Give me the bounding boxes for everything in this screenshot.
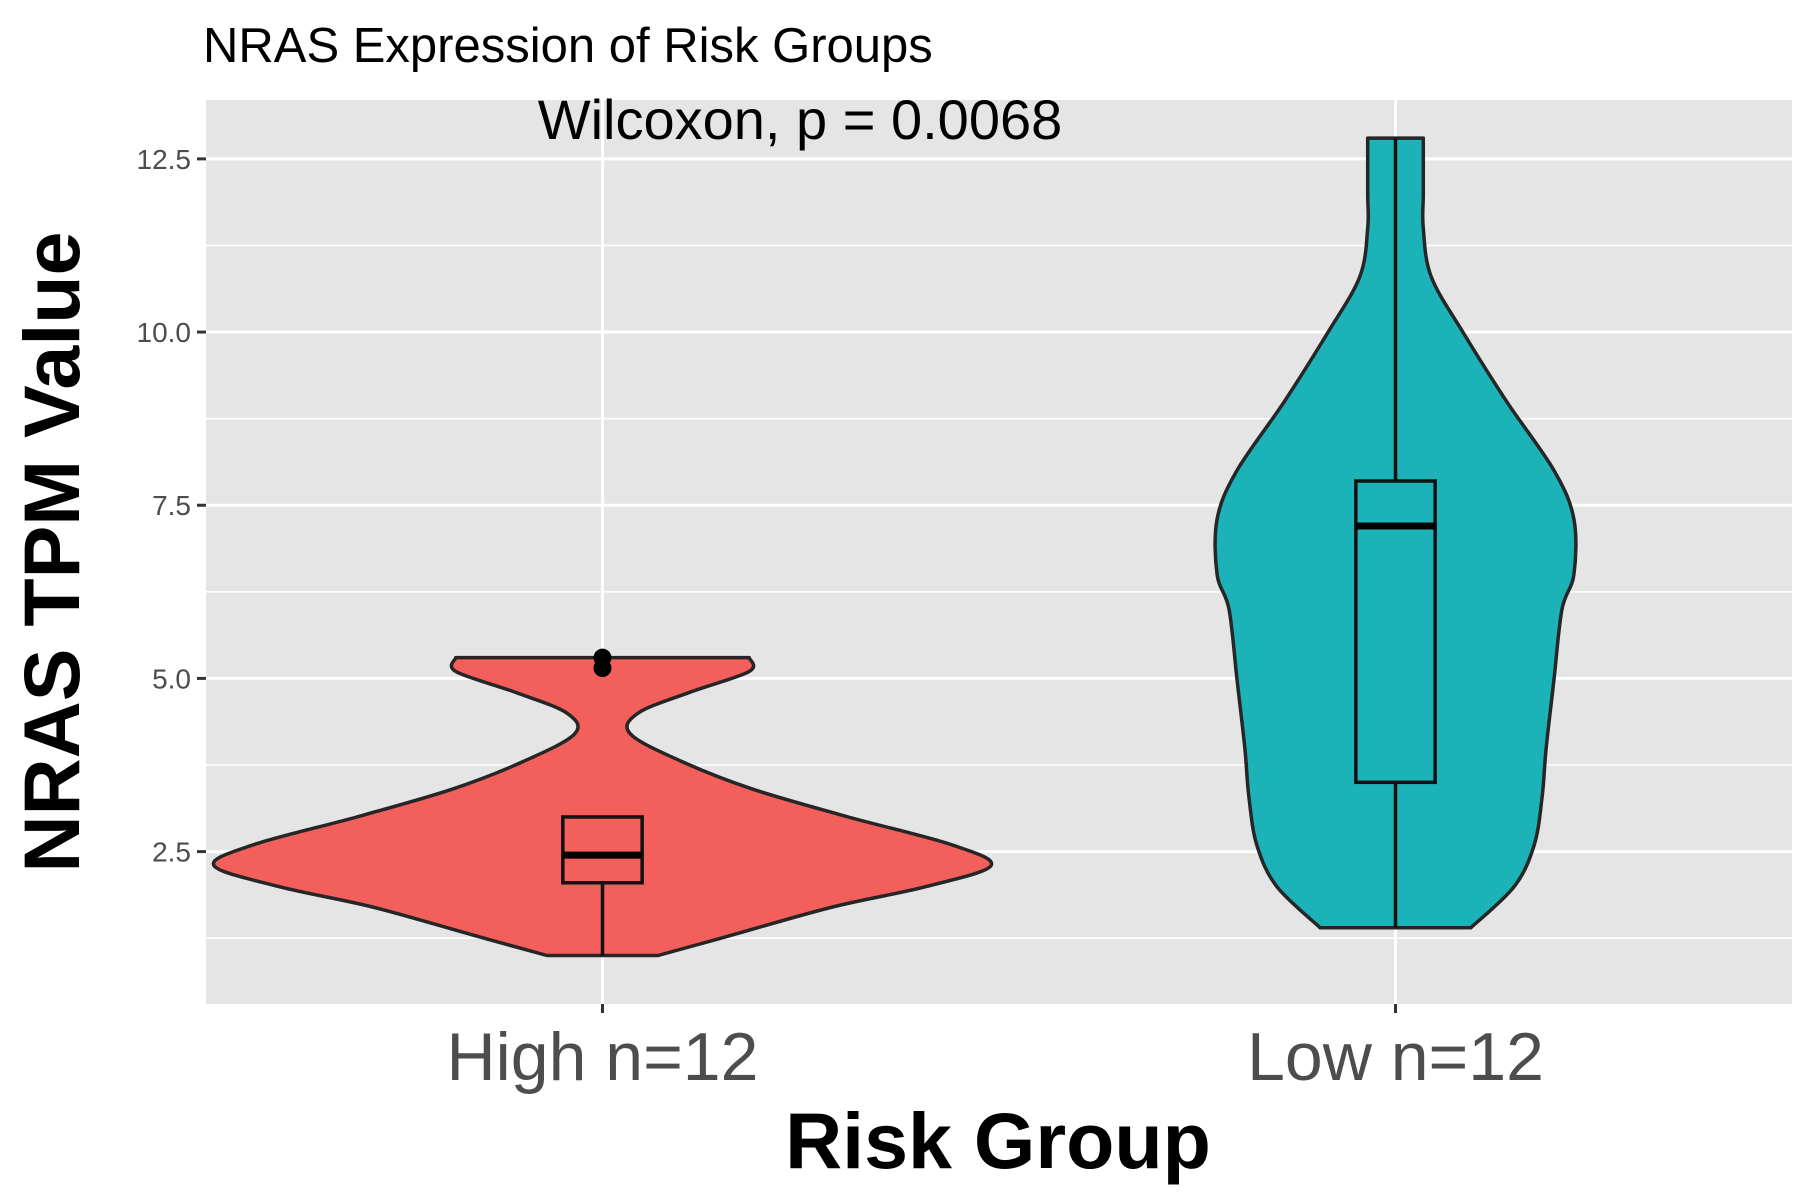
y-axis: 2.5 5.0 7.5 10.0 12.5 bbox=[137, 144, 206, 868]
y-tick-label: 2.5 bbox=[152, 837, 191, 868]
y-tick-label: 12.5 bbox=[137, 144, 192, 175]
y-tick-label: 5.0 bbox=[152, 663, 191, 694]
y-tick-label: 10.0 bbox=[137, 317, 192, 348]
x-axis: High n=12 Low n=12 bbox=[447, 1004, 1544, 1095]
x-tick-label: Low n=12 bbox=[1247, 1019, 1544, 1095]
outlier-point bbox=[593, 648, 612, 667]
violins bbox=[211, 136, 1578, 958]
box bbox=[1354, 479, 1437, 785]
x-tick-label: High n=12 bbox=[447, 1019, 759, 1095]
chart-title: NRAS Expression of Risk Groups bbox=[203, 19, 933, 73]
x-axis-title: Risk Group bbox=[785, 1096, 1211, 1185]
y-tick-label: 7.5 bbox=[152, 490, 191, 521]
y-axis-title: NRAS TPM Value bbox=[7, 232, 96, 873]
wilcoxon-annotation: Wilcoxon, p = 0.0068 bbox=[538, 88, 1063, 151]
violin-high bbox=[211, 655, 994, 958]
box bbox=[561, 815, 644, 885]
